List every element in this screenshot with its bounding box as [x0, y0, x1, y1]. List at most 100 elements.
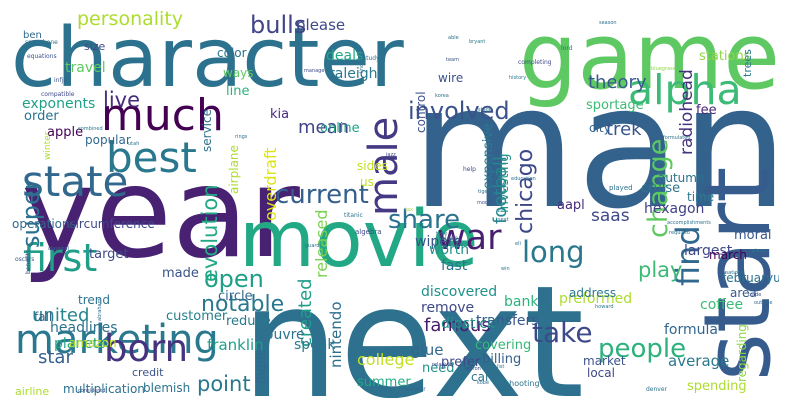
word-classical: classical [48, 246, 69, 252]
word-lord: lord [561, 45, 573, 52]
word-franklin: franklin [207, 336, 264, 354]
word-notable: notable [201, 292, 284, 317]
word-flight: flight [255, 351, 270, 384]
word-oscars: oscars [15, 256, 34, 263]
word-star: star [38, 347, 73, 368]
word-time: time [687, 190, 714, 204]
word-summer: summer [357, 375, 411, 390]
word-football: football [490, 156, 511, 224]
word-best: best [106, 133, 197, 182]
word-abraham: abraham [97, 298, 103, 321]
word-preformed: preformed [559, 291, 632, 307]
word-color: color [217, 46, 247, 60]
word-famous: famous [424, 315, 491, 336]
word-start: start [684, 167, 779, 381]
word-apple: apple [47, 125, 83, 140]
word-bank: bank [504, 294, 539, 310]
word-us: us [360, 175, 374, 189]
word-louvre: louvre [261, 327, 305, 343]
word-speak: speak [294, 337, 336, 353]
word-headlines: headlines [50, 320, 118, 336]
word-state: state [22, 157, 128, 206]
word-saxaphone: saxaphone [25, 39, 58, 46]
word-type: type [436, 231, 447, 237]
word-answer: answer [404, 386, 426, 393]
word-relativity: relativity [432, 362, 454, 368]
word-bryant: bryant [469, 39, 485, 45]
word-fast: fast [441, 258, 468, 274]
word-able: able [448, 35, 459, 41]
word-raleigh: raleigh [329, 66, 378, 82]
word-play: play [638, 258, 682, 282]
word-glue: glue [411, 341, 443, 359]
word-made: made [162, 266, 199, 281]
word-outside: outside [754, 300, 772, 306]
word-people: people [598, 334, 686, 364]
word-prefer: prefer [441, 355, 481, 370]
word-education: education [511, 176, 536, 182]
word-planets: planets [54, 336, 106, 352]
word-worth: worth [429, 242, 469, 258]
word-ben: ben [23, 30, 42, 41]
word-aapl: aapl [557, 198, 585, 213]
word-theory: theory [588, 72, 647, 93]
word-scale: scale [497, 321, 510, 327]
word-equations: equations [27, 53, 57, 60]
word-autumn: autumn [658, 171, 705, 185]
word-guard: guard [305, 243, 320, 249]
word-popular: popular [85, 133, 131, 147]
word-deals: deals [326, 48, 363, 64]
word-blemish: blemish [143, 381, 190, 395]
word-moral: moral [734, 228, 772, 243]
word-created: created [295, 278, 316, 347]
word-amazon: amazon [69, 336, 117, 350]
word-circle: circle [218, 289, 253, 304]
word-address: address [569, 286, 616, 300]
word-winter: winter [43, 131, 53, 160]
word-mood: mood [477, 200, 491, 206]
word-transfers: transfers [476, 313, 539, 329]
word-stage: stage [478, 107, 492, 113]
word-shooting: shooting [505, 379, 540, 388]
word-trek: trek [606, 119, 642, 140]
word-war: war [437, 218, 502, 258]
word-coffee: coffee [700, 297, 743, 313]
word-korea: korea [435, 93, 449, 99]
word-exponents: exponents [22, 96, 95, 112]
word-car: car [471, 370, 490, 384]
word-sides: sides [357, 159, 388, 173]
word-released: released [312, 210, 331, 279]
word-infjs: infjs [54, 77, 66, 84]
word-win: win [501, 266, 510, 272]
word-team: team [446, 57, 459, 63]
word-travel: travel [65, 60, 106, 76]
word-completing: completing [518, 59, 552, 66]
word-cloud-svg: manynextyear game character movie start marke… [11, 6, 779, 398]
word-service: service [200, 109, 214, 152]
word-history: history [509, 75, 526, 81]
word-born: born [104, 327, 188, 370]
word-college: college [357, 350, 414, 369]
word-next: next [241, 252, 584, 398]
word-compatible: compatible [41, 91, 75, 98]
word-study: study [363, 55, 380, 62]
word-accomplishments: accomplishments [667, 220, 711, 226]
word-help: help [463, 166, 476, 173]
word-need: need [422, 361, 455, 376]
word-please: please [296, 16, 345, 34]
word-formulated: formulated [663, 135, 691, 141]
word-movie: movie [239, 195, 479, 285]
word-list: list [497, 364, 504, 370]
word-toledo: toledo [439, 235, 458, 242]
word-piano: piano [752, 248, 766, 254]
word-benefits: benefits [25, 250, 32, 274]
word-algebra: algebra [355, 228, 382, 236]
word-much: much [101, 90, 224, 141]
word-march: march [709, 248, 747, 262]
word-fee: fee [696, 103, 717, 118]
word-airplane: airplane [227, 145, 241, 194]
word-februaryu: februaryu [722, 271, 779, 285]
word-john: john [653, 160, 665, 166]
word-regarding: regarding [735, 324, 749, 382]
word-cruise: cruise [641, 181, 680, 196]
